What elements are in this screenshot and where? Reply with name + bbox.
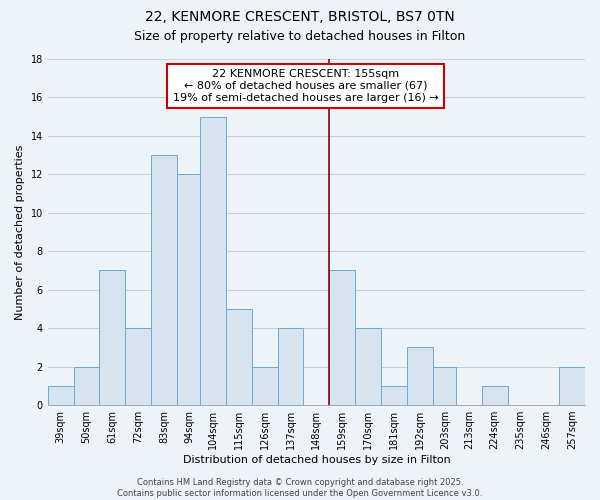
Bar	[433, 366, 456, 405]
Text: 22 KENMORE CRESCENT: 155sqm
← 80% of detached houses are smaller (67)
19% of sem: 22 KENMORE CRESCENT: 155sqm ← 80% of det…	[173, 70, 439, 102]
Bar	[177, 174, 200, 405]
Bar	[74, 366, 100, 405]
Bar	[482, 386, 508, 405]
Bar	[100, 270, 125, 405]
Bar	[407, 348, 433, 405]
Bar	[559, 366, 585, 405]
Bar	[252, 366, 278, 405]
Bar	[151, 155, 177, 405]
Text: Contains HM Land Registry data © Crown copyright and database right 2025.
Contai: Contains HM Land Registry data © Crown c…	[118, 478, 482, 498]
Bar	[48, 386, 74, 405]
Text: Size of property relative to detached houses in Filton: Size of property relative to detached ho…	[134, 30, 466, 43]
Bar	[278, 328, 304, 405]
Bar	[329, 270, 355, 405]
X-axis label: Distribution of detached houses by size in Filton: Distribution of detached houses by size …	[182, 455, 450, 465]
Y-axis label: Number of detached properties: Number of detached properties	[15, 144, 25, 320]
Text: 22, KENMORE CRESCENT, BRISTOL, BS7 0TN: 22, KENMORE CRESCENT, BRISTOL, BS7 0TN	[145, 10, 455, 24]
Bar	[381, 386, 407, 405]
Bar	[226, 309, 252, 405]
Bar	[200, 116, 226, 405]
Bar	[355, 328, 381, 405]
Bar	[125, 328, 151, 405]
